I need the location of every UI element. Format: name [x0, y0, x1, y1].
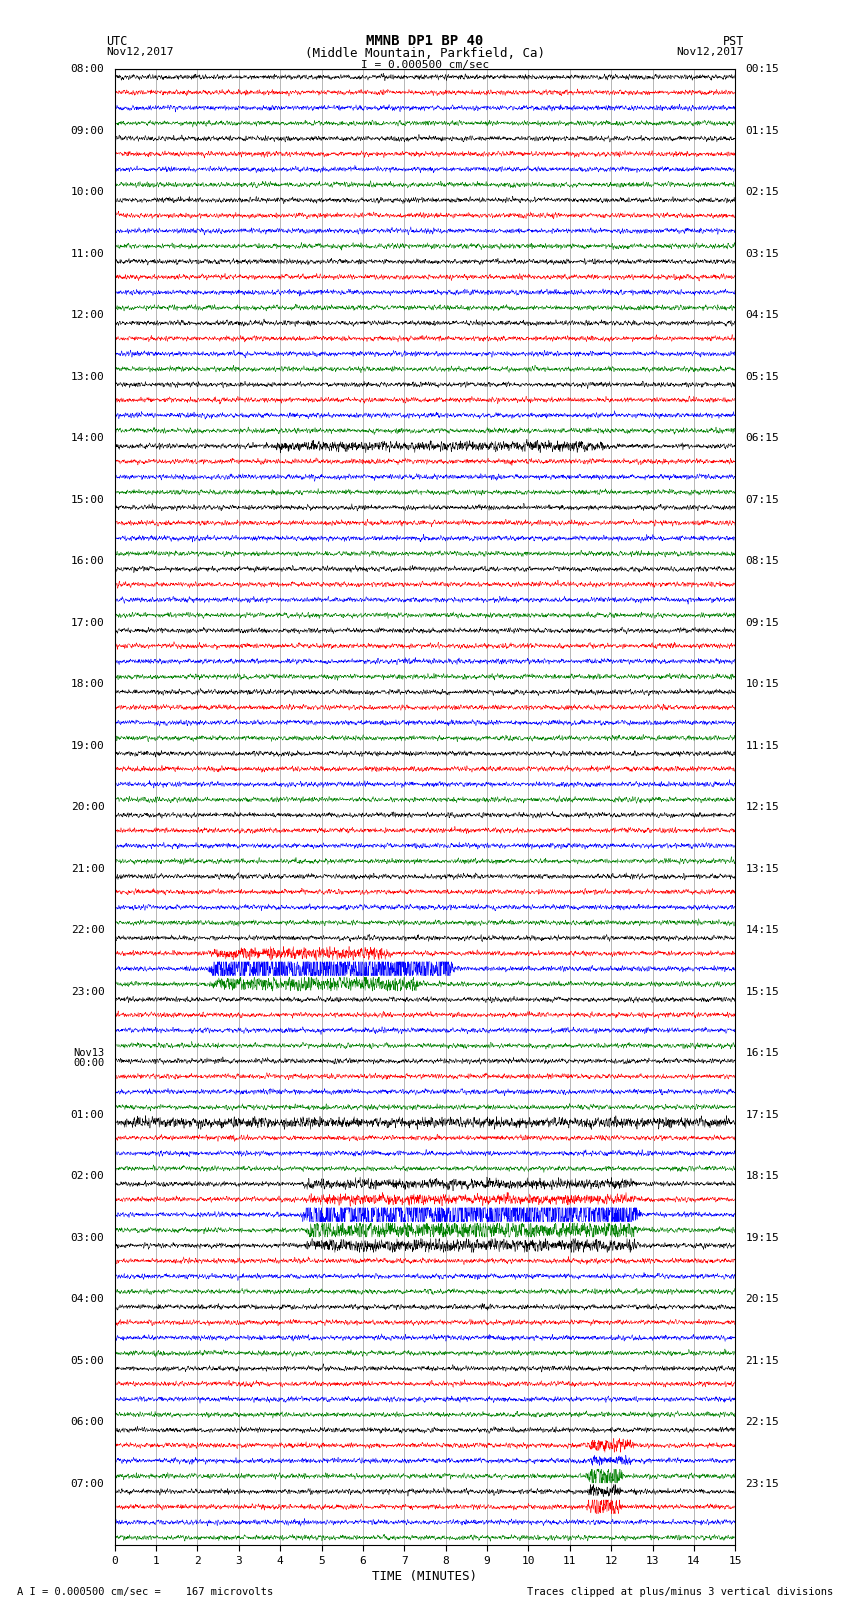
Text: UTC: UTC — [106, 35, 128, 48]
Text: 07:15: 07:15 — [745, 495, 779, 505]
Text: 21:15: 21:15 — [745, 1357, 779, 1366]
Text: 06:15: 06:15 — [745, 434, 779, 444]
Text: 03:00: 03:00 — [71, 1232, 105, 1242]
Text: 03:15: 03:15 — [745, 248, 779, 258]
Text: 01:00: 01:00 — [71, 1110, 105, 1119]
Text: 12:15: 12:15 — [745, 802, 779, 813]
Text: 09:15: 09:15 — [745, 618, 779, 627]
Text: 23:15: 23:15 — [745, 1479, 779, 1489]
Text: 17:00: 17:00 — [71, 618, 105, 627]
Text: 04:15: 04:15 — [745, 310, 779, 321]
Text: 10:00: 10:00 — [71, 187, 105, 197]
Text: 04:00: 04:00 — [71, 1294, 105, 1305]
Text: 23:00: 23:00 — [71, 987, 105, 997]
Text: MMNB DP1 BP 40: MMNB DP1 BP 40 — [366, 34, 484, 48]
Text: 11:15: 11:15 — [745, 740, 779, 750]
Text: Nov13: Nov13 — [73, 1048, 105, 1058]
Text: 09:00: 09:00 — [71, 126, 105, 135]
Text: 00:15: 00:15 — [745, 65, 779, 74]
Text: 16:15: 16:15 — [745, 1048, 779, 1058]
Text: Nov12,2017: Nov12,2017 — [106, 47, 173, 56]
Text: 12:00: 12:00 — [71, 310, 105, 321]
Text: Nov12,2017: Nov12,2017 — [677, 47, 744, 56]
Text: 19:00: 19:00 — [71, 740, 105, 750]
Text: 16:00: 16:00 — [71, 556, 105, 566]
Text: 22:00: 22:00 — [71, 926, 105, 936]
Text: PST: PST — [722, 35, 744, 48]
Text: 20:15: 20:15 — [745, 1294, 779, 1305]
Text: 13:00: 13:00 — [71, 373, 105, 382]
Text: 01:15: 01:15 — [745, 126, 779, 135]
Text: 14:00: 14:00 — [71, 434, 105, 444]
Text: A I = 0.000500 cm/sec =    167 microvolts: A I = 0.000500 cm/sec = 167 microvolts — [17, 1587, 273, 1597]
Text: Traces clipped at plus/minus 3 vertical divisions: Traces clipped at plus/minus 3 vertical … — [527, 1587, 833, 1597]
Text: 20:00: 20:00 — [71, 802, 105, 813]
Text: 15:00: 15:00 — [71, 495, 105, 505]
Text: 05:00: 05:00 — [71, 1357, 105, 1366]
Text: 05:15: 05:15 — [745, 373, 779, 382]
Text: 07:00: 07:00 — [71, 1479, 105, 1489]
Text: 15:15: 15:15 — [745, 987, 779, 997]
Text: 21:00: 21:00 — [71, 865, 105, 874]
Text: I = 0.000500 cm/sec: I = 0.000500 cm/sec — [361, 60, 489, 69]
Text: 22:15: 22:15 — [745, 1418, 779, 1428]
X-axis label: TIME (MINUTES): TIME (MINUTES) — [372, 1569, 478, 1582]
Text: 18:15: 18:15 — [745, 1171, 779, 1181]
Text: 08:15: 08:15 — [745, 556, 779, 566]
Text: 00:00: 00:00 — [73, 1058, 105, 1068]
Text: 10:15: 10:15 — [745, 679, 779, 689]
Text: 02:00: 02:00 — [71, 1171, 105, 1181]
Text: 02:15: 02:15 — [745, 187, 779, 197]
Text: (Middle Mountain, Parkfield, Ca): (Middle Mountain, Parkfield, Ca) — [305, 47, 545, 60]
Text: 08:00: 08:00 — [71, 65, 105, 74]
Text: 17:15: 17:15 — [745, 1110, 779, 1119]
Text: 06:00: 06:00 — [71, 1418, 105, 1428]
Text: 18:00: 18:00 — [71, 679, 105, 689]
Text: 11:00: 11:00 — [71, 248, 105, 258]
Text: 13:15: 13:15 — [745, 865, 779, 874]
Text: 19:15: 19:15 — [745, 1232, 779, 1242]
Text: 14:15: 14:15 — [745, 926, 779, 936]
